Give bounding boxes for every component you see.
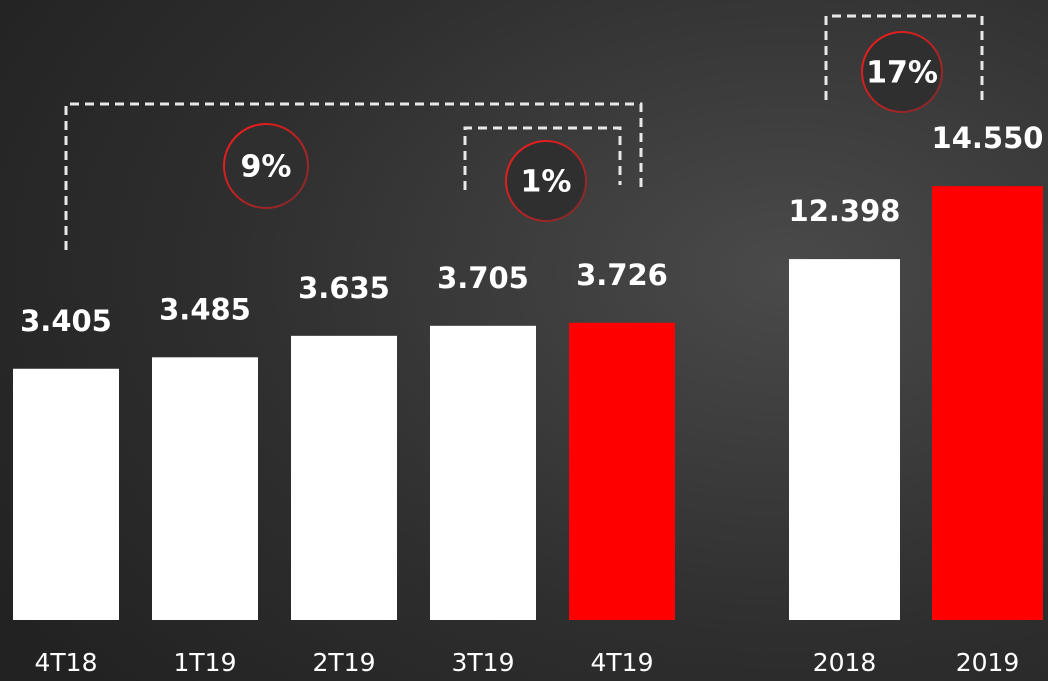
x-tick-label: 2T19 (313, 648, 376, 677)
growth-label: 17% (866, 56, 938, 91)
page: 3.405 4T18 3.485 1T19 3.635 2T19 3.705 3T19 3.72… (0, 0, 1048, 681)
bar (430, 326, 536, 620)
bar (13, 369, 119, 620)
x-tick-label: 3T19 (452, 648, 515, 677)
bar (932, 186, 1043, 620)
value-label: 3.405 (20, 304, 112, 338)
x-tick-label: 1T19 (174, 648, 237, 677)
value-label: 12.398 (789, 194, 901, 228)
bar (569, 323, 675, 620)
x-tick-label: 2019 (956, 648, 1020, 677)
x-tick-label: 2018 (813, 648, 877, 677)
x-tick-label: 4T18 (35, 648, 98, 677)
bar (152, 357, 258, 620)
bar (291, 336, 397, 620)
value-label: 14.550 (932, 121, 1044, 155)
value-label: 3.485 (159, 292, 251, 326)
value-label: 3.635 (298, 271, 390, 305)
x-tick-label: 4T19 (591, 648, 654, 677)
bar (789, 259, 900, 620)
chart: 3.405 4T18 3.485 1T19 3.635 2T19 3.705 3T19 3.72… (0, 0, 1048, 681)
growth-label: 9% (241, 150, 292, 185)
value-label: 3.705 (437, 261, 529, 295)
value-label: 3.726 (576, 258, 668, 292)
growth-label: 1% (521, 165, 572, 200)
